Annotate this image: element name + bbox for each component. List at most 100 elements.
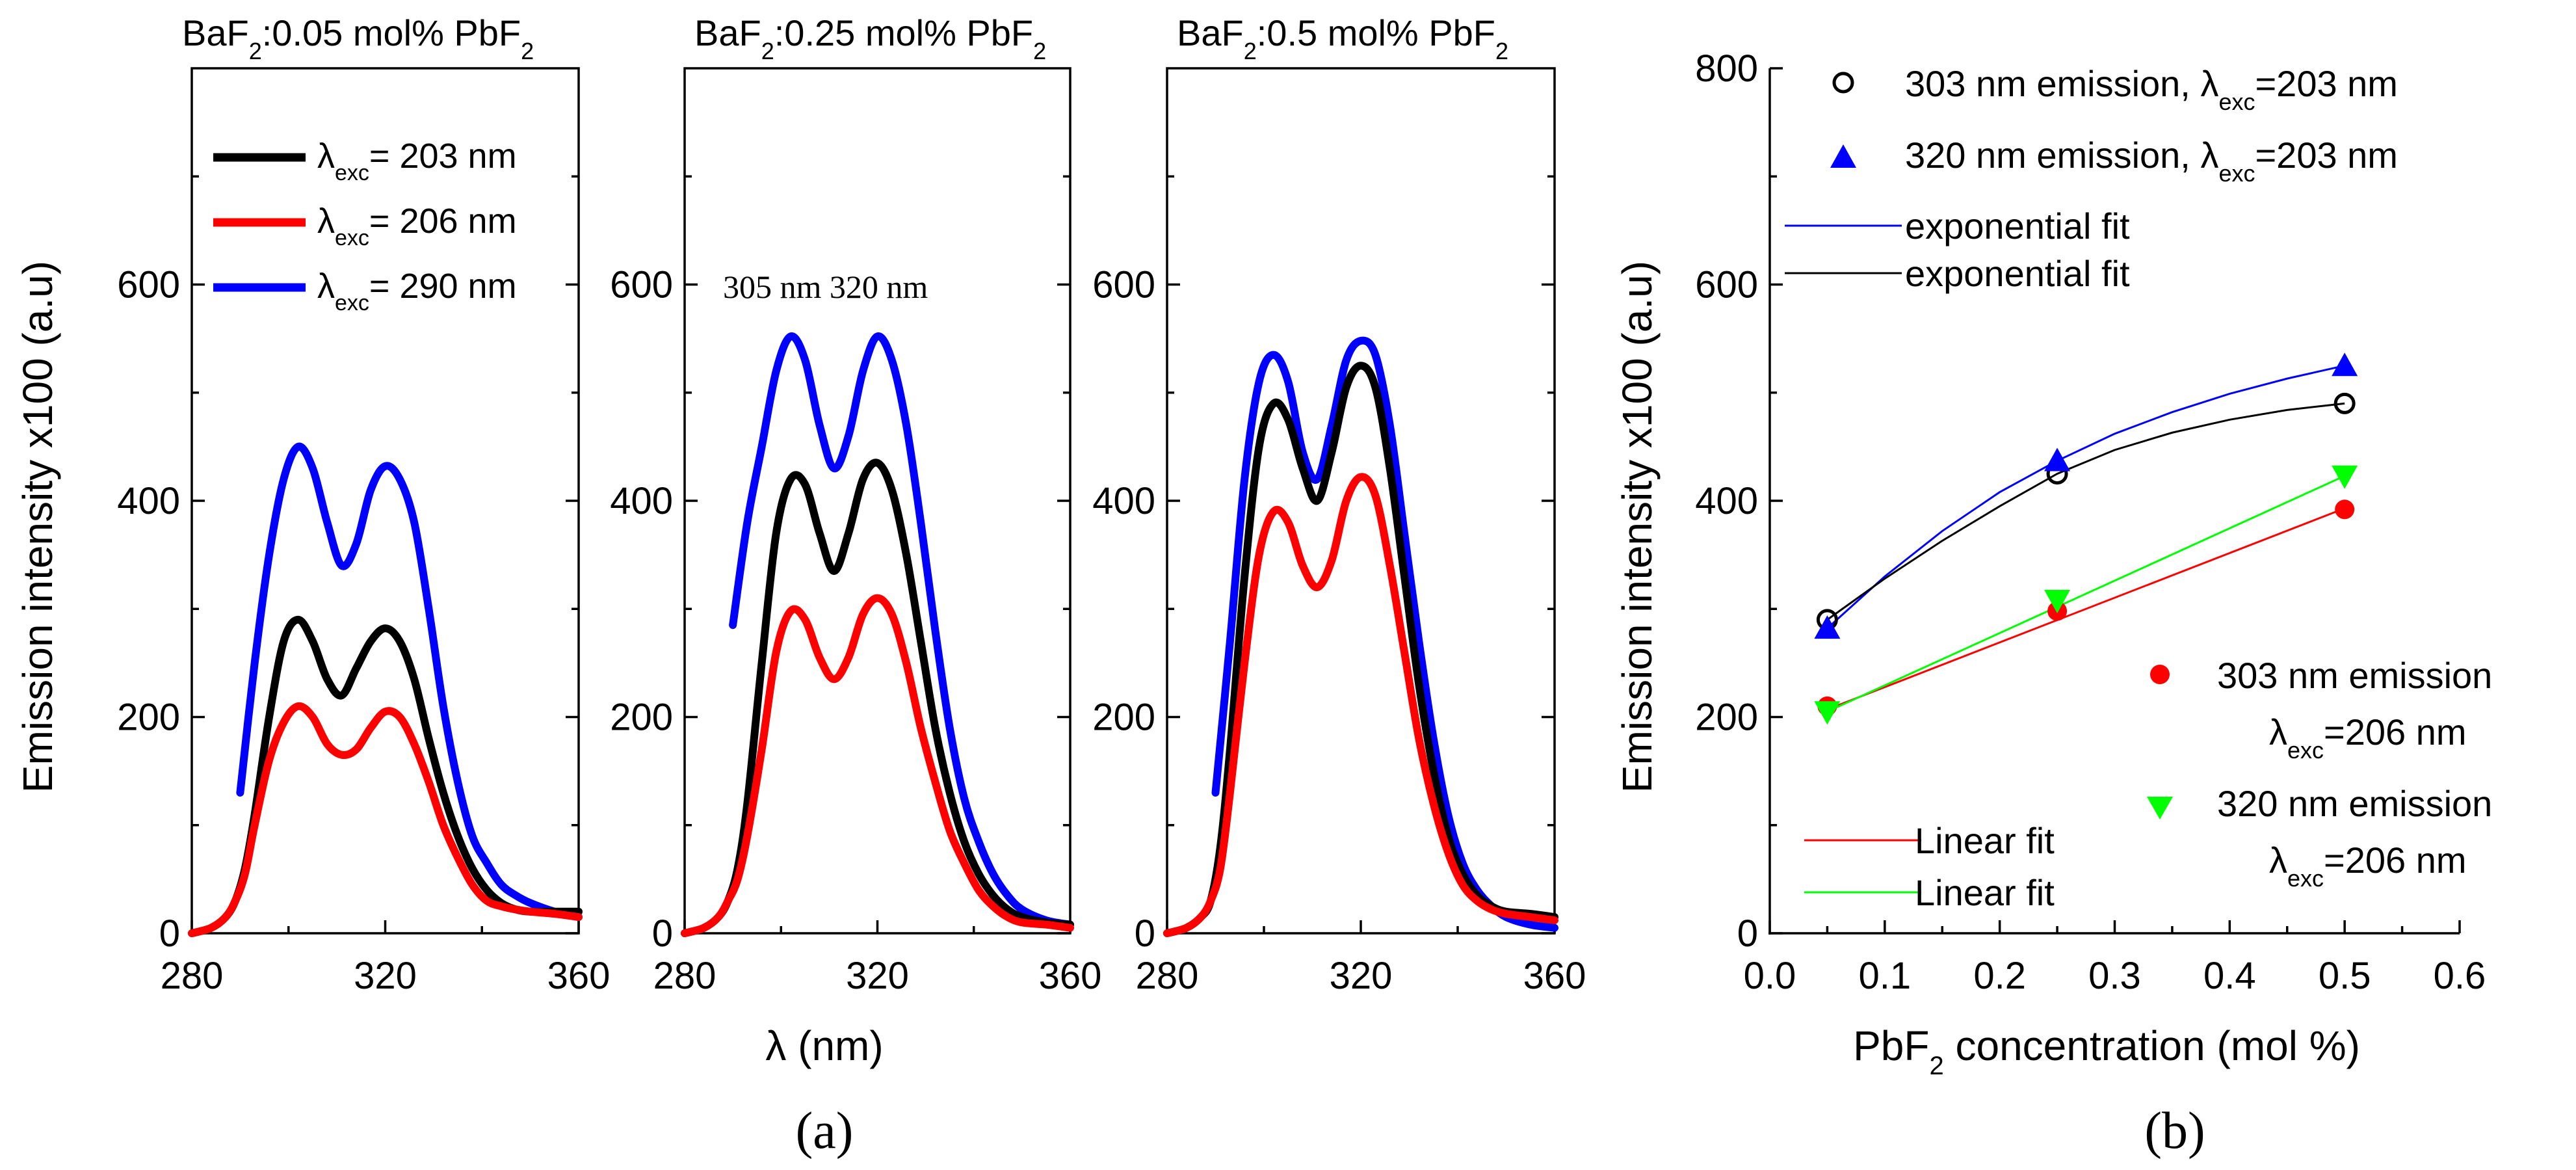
legend-label-exp-blue: exponential fit	[1905, 206, 2130, 246]
legend-marker-up-triangle	[1830, 144, 1856, 168]
y-tick-label: 600	[1092, 264, 1155, 306]
data-point	[2332, 352, 2358, 377]
x-tick-label: 320	[354, 955, 417, 997]
panel-a: Emission intensity x100 (a.u) BaF2:0.05 …	[14, 12, 1586, 1160]
x-tick-label: 280	[161, 955, 224, 997]
x-tick-label: 360	[1523, 955, 1586, 997]
data-point	[2335, 499, 2355, 520]
y-tick-label: 0	[652, 912, 673, 955]
subplot-1-title: BaF2:0.05 mol% PbF2	[182, 12, 534, 64]
panel-b-ylabel: Emission intensity x100 (a.u)	[1614, 261, 1661, 793]
y-tick-label: 200	[610, 697, 673, 739]
panel-a-ylabel: Emission intensity x100 (a.u)	[14, 261, 61, 793]
y-tick-label: 600	[610, 264, 673, 306]
subplot-2-title: BaF2:0.25 mol% PbF2	[694, 12, 1046, 64]
figure-label-b: (b)	[2144, 1102, 2205, 1160]
y-tick-label: 0	[1135, 912, 1155, 955]
legend-label-206: λexc= 206 nm	[317, 202, 517, 250]
y-tick-label: 200	[1092, 697, 1155, 739]
subplot-1-legend: λexc= 203 nm λexc= 206 nm λexc= 290 nm	[213, 137, 517, 315]
data-point	[2333, 392, 2356, 414]
series-line	[1163, 473, 1558, 937]
figure-label-a: (a)	[796, 1102, 854, 1160]
data-point	[2044, 447, 2071, 472]
series-line	[1211, 336, 1558, 932]
subplot-3-series	[1163, 336, 1558, 937]
y-tick-label: 200	[1695, 697, 1758, 739]
x-tick-label: 0.1	[1859, 955, 1912, 997]
data-point	[2332, 465, 2358, 489]
legend-sub-320-206: λexc=206 nm	[2269, 840, 2467, 892]
series-line	[681, 594, 1074, 937]
y-tick-label: 800	[1695, 47, 1758, 90]
data-point	[1814, 701, 1841, 725]
y-tick-label: 200	[117, 697, 180, 739]
subplot-1-frame	[191, 67, 580, 935]
series-line	[188, 702, 583, 937]
panel-b: Emission intensity x100 (a.u) 0.0 0.1 0.2 0…	[1614, 47, 2492, 1160]
y-tick-label: 0	[159, 912, 180, 955]
x-tick-label: 0.3	[2088, 955, 2141, 997]
x-tick-label: 280	[653, 955, 716, 997]
legend-label-320-203: 320 nm emission, λexc=203 nm	[1905, 135, 2398, 187]
x-tick-label: 0.2	[1973, 955, 2026, 997]
fit-line	[1826, 364, 2345, 630]
x-tick-label: 320	[846, 955, 909, 997]
series-line	[681, 459, 1074, 937]
series-line	[1163, 362, 1558, 937]
subplot-1-ticks: 280 320 360 0 200 400 600	[117, 175, 611, 997]
subplot-1-series	[188, 442, 583, 937]
subplot-1: BaF2:0.05 mol% PbF2 280 320 3600200400600 …	[117, 12, 610, 997]
subplot-2-series	[681, 332, 1074, 937]
panel-b-legend-right: 303 nm emission λexc=206 nm 320 nm emiss…	[2147, 655, 2492, 892]
legend-label-303-206: 303 nm emission	[2217, 655, 2492, 696]
data-point	[2044, 589, 2071, 613]
fit-line	[1826, 402, 2345, 621]
panel-b-legend-top: 303 nm emission, λexc=203 nm 320 nm emis…	[1785, 63, 2398, 294]
x-tick-label: 0.4	[2203, 955, 2256, 997]
subplot-2: BaF2:0.25 mol% PbF2 280 320 3600200400600 …	[610, 12, 1101, 1069]
y-tick-label: 600	[117, 264, 180, 306]
x-tick-label: 320	[1330, 955, 1393, 997]
legend-label-linear-green: Linear fit	[1915, 872, 2055, 913]
subplot-2-frame	[683, 67, 1071, 935]
panel-b-markers	[1814, 352, 2358, 725]
legend-label-linear-red: Linear fit	[1915, 820, 2055, 861]
series-line	[188, 615, 583, 937]
series-line	[729, 332, 1074, 929]
series-line	[236, 442, 583, 922]
y-tick-label: 400	[1695, 480, 1758, 522]
x-tick-label: 280	[1136, 955, 1199, 997]
y-tick-label: 400	[117, 480, 180, 522]
fit-line	[1826, 475, 2345, 713]
subplot-2-xlabel: λ (nm)	[765, 1022, 883, 1069]
y-tick-label: 400	[1092, 480, 1155, 522]
x-tick-label: 360	[1039, 955, 1102, 997]
x-tick-label: 360	[547, 955, 611, 997]
legend-label-303-203: 303 nm emission, λexc=203 nm	[1905, 63, 2398, 115]
panel-b-ticks: 0.0 0.1 0.2 0.3 0.4 0.5 0.6 0 200 400 600 800	[1695, 47, 2486, 997]
legend-marker-filled-circle	[2150, 665, 2170, 684]
panel-b-fits	[1826, 364, 2345, 713]
legend-label-290: λexc= 290 nm	[317, 267, 517, 315]
subplot-3-title: BaF2:0.5 mol% PbF2	[1177, 12, 1508, 64]
subplot-3-ticks: 280 320 360 0 200 400 600	[1092, 175, 1586, 997]
panel-b-xlabel: PbF2 concentration (mol %)	[1853, 1022, 2360, 1080]
legend-marker-open-circle	[1832, 72, 1854, 94]
legend-label-exp-black: exponential fit	[1905, 253, 2130, 294]
legend-sub-303-206: λexc=206 nm	[2269, 711, 2467, 764]
legend-label-320-206: 320 nm emission	[2217, 783, 2492, 824]
peak-annotation: 305 nm 320 nm	[723, 269, 928, 305]
legend-label-203: λexc= 203 nm	[317, 137, 517, 185]
subplot-3: BaF2:0.5 mol% PbF2 280 320 360 0 200 400 600	[1092, 12, 1586, 997]
x-tick-label: 0.0	[1744, 955, 1796, 997]
x-tick-label: 0.5	[2319, 955, 2371, 997]
data-point	[1814, 615, 1841, 639]
panel-b-legend-bottom: Linear fit Linear fit	[1804, 820, 2055, 913]
x-tick-label: 0.6	[2434, 955, 2486, 997]
y-tick-label: 600	[1695, 264, 1758, 306]
subplot-2-ticks: 280 320 360 0 200 400 600	[610, 175, 1102, 997]
y-tick-label: 0	[1737, 912, 1758, 955]
fit-line	[1826, 507, 2345, 711]
